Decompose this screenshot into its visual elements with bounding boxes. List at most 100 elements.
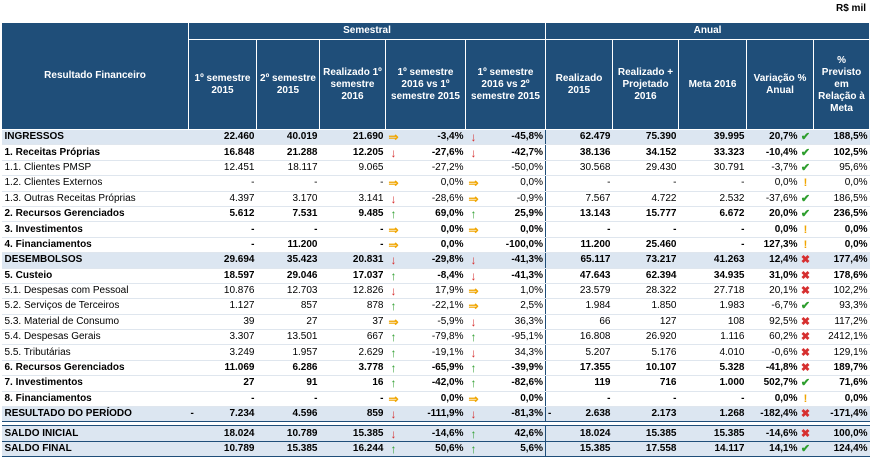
cell-var-s2: ↓ 34,3% [465,344,546,361]
cell-s2-2015: - [256,221,320,238]
cell-var-anual: 127,3%! [746,237,814,254]
cell-value: 31,0% [769,269,798,281]
cell-var-s1: ↓ -29,8% [385,252,466,269]
cell-value: 30.568 [579,161,611,173]
row-label: 5.3. Material de Consumo [1,314,189,331]
cell-var-s1: ↑ -22,1% [385,298,466,315]
cell-var-s1: ↑ 50,6% [385,440,466,457]
cell-var-anual: 14,1% ✔ [746,440,814,457]
table-row: INGRESSOS 22.460 40.019 21.690 ⇒ -3,4% ↓ -45,8%… [1,129,870,146]
cell-s2-2015: 6.286 [256,360,320,377]
cell-value: 15.385 [645,427,677,439]
cell-value: 119 [594,377,611,389]
cell-var-s2: ↓ -45,8% [465,129,546,146]
cross-icon: ✖ [800,346,811,359]
header-group-semestral: Semestral [188,22,546,40]
cell-projetado-2016: 15.385 [612,425,679,442]
cell-var-anual: -0,6% ✖ [746,344,814,361]
cell-s1-2015: - 7.234 [188,406,257,423]
cell-meta-2016: 34.935 [678,268,747,284]
cell-value: -50,0% [511,161,543,173]
cell-value: -0,9% [516,192,543,204]
arrow-up-icon: ↑ [390,376,397,391]
cell-meta-2016: 4.010 [678,344,747,361]
cell-projetado-2016: 5.176 [612,344,679,361]
cell-realizado-2015: - 2.638 [545,406,613,423]
cell-projetado-2016: 15.777 [612,206,679,223]
row-label: DESEMBOLSOS [1,252,189,269]
cell-var-s2: ↓ 36,3% [465,314,546,331]
cell-value: 6.286 [292,362,318,374]
cell-s1-2016: 16 [319,375,386,392]
cell-value: 35.423 [286,254,318,266]
cell-var-anual: -14,6% ✖ [746,425,814,442]
cell-projetado-2016: 127 [612,314,679,331]
cell-value: 17.558 [645,443,677,454]
cell-value: 4.722 [651,192,677,204]
cell-var-s2: ↑ -95,1% [465,329,546,346]
table-row: 1.1. Clientes PMSP 12.451 18.117 9.065 -27,2… [1,160,870,177]
cell-value: -65,9% [431,362,464,374]
cell-value: 1.268 [719,408,745,420]
cell-meta-2016: 27.718 [678,283,747,300]
row-label: 1.2. Clientes Externos [1,175,189,192]
table-row: 5.4. Despesas Gerais 3.307 13.501 667 ↑ -79,8… [1,329,870,346]
cell-previsto-meta: 2412,1% [813,329,870,346]
cell-value: 20,7% [769,131,798,143]
cell-realizado-2015: - [545,221,613,238]
cell-s1-2016: 2.629 [319,344,386,361]
cell-value: -29,8% [431,254,464,266]
table-row: 5.5. Tributárias 3.249 1.957 2.629 ↑ -19,1% ↓ 3… [1,344,870,361]
row-label: 1. Receitas Próprias [1,144,189,161]
cell-realizado-2015: 30.568 [545,160,613,177]
arrow-right-icon: ⇒ [388,130,399,145]
cell-value: 878 [366,300,384,312]
cell-s1-2016: 3.778 [319,360,386,377]
cell-projetado-2016: - [612,175,679,192]
cell-value: 15.385 [579,443,611,454]
cell-s1-2015: 27 [188,375,257,392]
cell-value: 17.037 [352,269,384,281]
cell-value: 73.217 [645,254,677,266]
cell-realizado-2015: - [545,391,613,408]
header-group-anual: Anual [544,22,870,40]
cell-s1-2015: - [188,221,257,238]
cell-var-s2: ↑ 5,6% [465,440,546,457]
cell-value: - [251,392,255,404]
cell-value: -3,4% [437,131,464,143]
cell-value: 1.957 [292,346,318,358]
cell-s1-2016: 878 [319,298,386,315]
arrow-down-icon: ↓ [390,191,397,206]
cell-s1-2015: 18.024 [188,425,257,442]
cell-previsto-meta: 124,4% [813,440,870,457]
table-row: RESULTADO DO PERÍODO -7.234 4.596 859 ↓ -111,… [1,406,870,423]
cell-value: 20.831 [352,254,384,266]
cell-s1-2016: 859 [319,406,386,423]
cell-value: 2.173 [651,408,677,420]
cross-icon: ✖ [800,427,811,440]
cell-value: 26.920 [645,331,677,343]
cell-value: 2.638 [585,408,611,420]
arrow-down-icon: ↓ [470,253,477,268]
cell-var-s1: ↑ -8,4% [385,268,466,284]
cell-previsto-meta: 100,0% [813,425,870,442]
cell-realizado-2015: 17.355 [545,360,613,377]
cell-var-anual: -37,6% ✔ [746,191,814,207]
cell-value: 1,0% [520,285,543,297]
cell-value: 14,1% [769,443,798,454]
cell-value: 42,6% [514,427,543,439]
cell-s1-2015: 18.597 [188,268,257,284]
arrow-up-icon: ↑ [470,330,477,345]
row-label: 7. Investimentos [1,375,189,392]
row-label: 5.5. Tributárias [1,344,189,361]
header-col-5: 1º semestre 2016 vs 2º semestre 2015 [465,39,546,130]
table-row: 2. Recursos Gerenciados 5.612 7.531 9.485 ↑ 6… [1,206,870,223]
cell-value: 3.307 [229,331,255,343]
cell-var-anual: -182,4% ✖ [746,406,814,423]
cell-value: - [741,392,745,404]
cell-s1-2015: 11.069 [188,360,257,377]
cell-var-anual: 31,0% ✖ [746,268,814,284]
cell-s1-2016: - [319,237,386,254]
cell-s1-2016: 21.690 [319,129,386,146]
cell-projetado-2016: - [612,391,679,408]
